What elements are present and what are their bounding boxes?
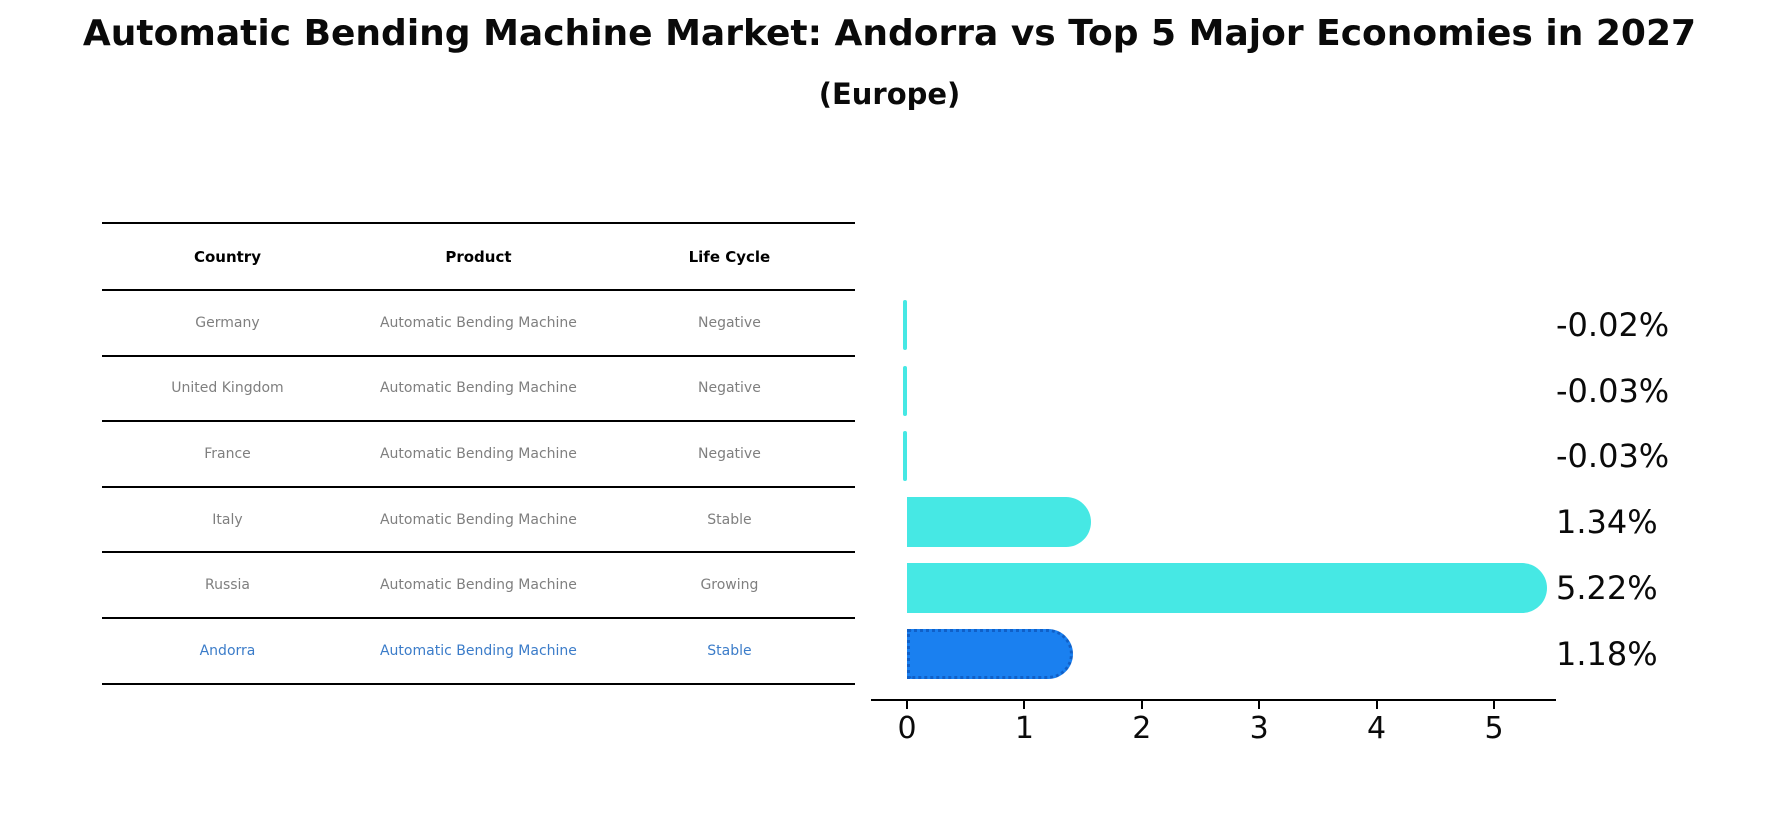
cell-life-cycle: Stable xyxy=(707,642,752,659)
bar-germany xyxy=(903,300,907,350)
cell-life-cycle: Growing xyxy=(700,577,759,594)
x-tick-label-3: 3 xyxy=(1249,711,1269,746)
cell-life-cycle: Negative xyxy=(698,380,761,397)
value-label-united-kingdom: -0.03% xyxy=(1556,371,1670,410)
cell-product: Automatic Bending Machine xyxy=(379,314,577,331)
table-row: France Automatic Bending Machine Negativ… xyxy=(102,420,855,486)
cell-country: France xyxy=(204,445,251,462)
bar-andorra-highlighted xyxy=(907,628,1073,679)
value-label-germany: -0.02% xyxy=(1556,306,1670,344)
x-tick-label-5: 5 xyxy=(1484,711,1504,746)
table-header-row: Country Product Life Cycle xyxy=(102,222,855,289)
x-tick-label-2: 2 xyxy=(1132,711,1152,746)
value-label-france: -0.03% xyxy=(1556,437,1670,476)
x-tick-2 xyxy=(1140,700,1143,709)
cell-product: Automatic Bending Machine xyxy=(379,445,577,462)
x-tick-3 xyxy=(1258,700,1261,709)
cell-product: Automatic Bending Machine xyxy=(379,380,577,397)
cell-product: Automatic Bending Machine xyxy=(379,642,577,659)
column-header-product: Product xyxy=(445,247,512,266)
cell-product: Automatic Bending Machine xyxy=(379,511,577,528)
cell-country: Andorra xyxy=(199,642,256,659)
value-label-andorra: 1.18% xyxy=(1556,634,1658,673)
x-tick-label-4: 4 xyxy=(1367,711,1387,746)
table-row: Russia Automatic Bending Machine Growing xyxy=(102,551,855,617)
cell-life-cycle: Stable xyxy=(707,511,752,528)
country-table: Country Product Life Cycle Germany Autom… xyxy=(102,222,855,685)
cell-country: United Kingdom xyxy=(171,380,284,397)
x-tick-label-1: 1 xyxy=(1014,711,1034,746)
x-tick-label-0: 0 xyxy=(897,711,917,746)
bar-russia xyxy=(907,562,1547,613)
cell-life-cycle: Negative xyxy=(698,314,761,331)
cell-country: Italy xyxy=(212,511,243,528)
column-header-life-cycle: Life Cycle xyxy=(688,247,771,266)
table-row-highlighted: Andorra Automatic Bending Machine Stable xyxy=(102,616,855,683)
table-row: Germany Automatic Bending Machine Negati… xyxy=(102,289,855,355)
cell-country: Germany xyxy=(195,314,260,331)
cell-country: Russia xyxy=(204,577,250,594)
table-row: United Kingdom Automatic Bending Machine… xyxy=(102,354,855,421)
x-tick-0 xyxy=(906,700,908,709)
cell-life-cycle: Negative xyxy=(698,445,761,462)
x-tick-1 xyxy=(1023,700,1026,709)
column-header-country: Country xyxy=(193,247,261,266)
table-row: Italy Automatic Bending Machine Stable xyxy=(102,485,855,552)
x-tick-4 xyxy=(1375,700,1378,709)
x-axis-line xyxy=(871,699,1556,701)
bar-france xyxy=(903,431,907,482)
chart-title: Automatic Bending Machine Market: Andorr… xyxy=(82,13,1697,54)
cell-product: Automatic Bending Machine xyxy=(379,577,577,594)
value-label-italy: 1.34% xyxy=(1556,503,1658,542)
x-tick-5 xyxy=(1493,700,1495,709)
bar-italy xyxy=(907,497,1092,548)
value-label-russia: 5.22% xyxy=(1556,568,1658,607)
bar-united-kingdom xyxy=(903,365,907,416)
chart-subtitle: (Europe) xyxy=(818,77,961,111)
